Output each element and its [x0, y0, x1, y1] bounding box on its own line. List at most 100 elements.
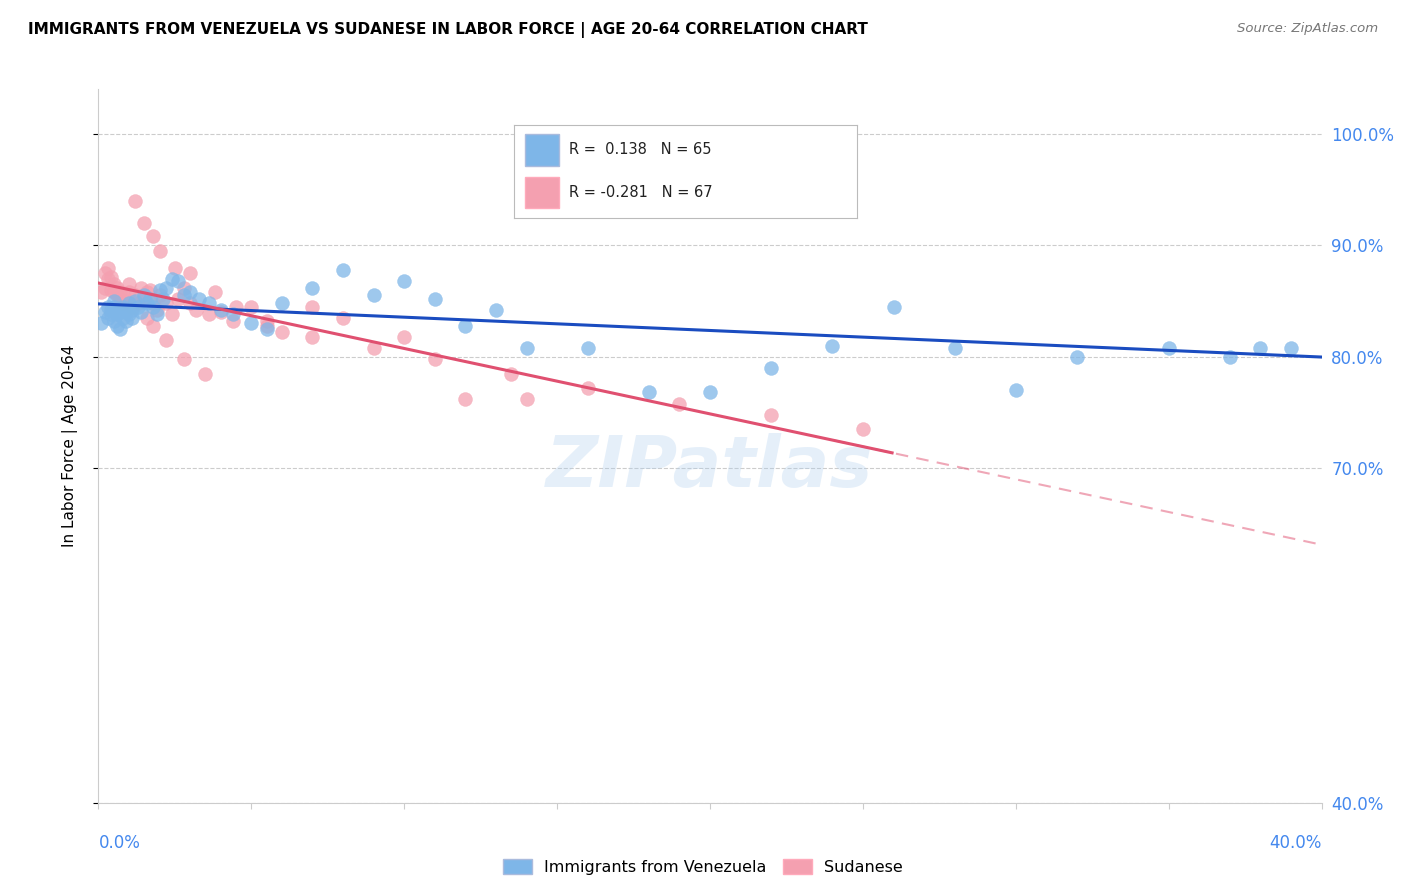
Point	[105, 281, 128, 295]
Point	[392, 330, 416, 344]
Point	[423, 351, 446, 366]
Point	[103, 300, 125, 314]
Point	[155, 281, 177, 295]
Point	[111, 296, 134, 310]
Point	[240, 300, 263, 314]
Point	[301, 300, 323, 314]
Point	[90, 317, 112, 331]
Point	[149, 244, 172, 258]
Point	[97, 310, 120, 325]
Point	[121, 310, 143, 325]
Point	[142, 300, 165, 314]
Point	[139, 283, 162, 297]
Point	[129, 281, 152, 295]
Point	[454, 318, 477, 333]
Point	[188, 292, 211, 306]
Point	[97, 260, 120, 275]
Point	[93, 305, 115, 319]
Point	[97, 300, 120, 314]
Point	[167, 274, 190, 288]
Point	[209, 303, 232, 318]
Point	[127, 300, 149, 314]
Point	[197, 296, 219, 310]
Point	[111, 300, 134, 314]
Point	[124, 293, 146, 308]
Point	[240, 317, 263, 331]
Point	[100, 307, 122, 322]
Point	[883, 300, 905, 314]
Point	[821, 338, 844, 352]
Point	[167, 292, 190, 306]
Point	[115, 293, 138, 308]
Point	[115, 305, 138, 319]
Point	[105, 318, 128, 333]
Point	[163, 260, 186, 275]
Point	[103, 285, 125, 300]
Point	[699, 162, 721, 177]
Point	[149, 283, 172, 297]
Point	[576, 381, 599, 395]
Point	[454, 392, 477, 407]
Point	[105, 307, 128, 322]
Point	[93, 281, 115, 295]
Point	[124, 194, 146, 208]
Text: 0.0%: 0.0%	[98, 834, 141, 852]
Point	[108, 305, 131, 319]
Point	[111, 310, 134, 325]
Point	[363, 341, 385, 355]
Point	[149, 288, 172, 302]
Point	[121, 300, 143, 314]
Point	[256, 318, 278, 333]
Point	[111, 288, 134, 302]
Point	[103, 314, 125, 328]
Point	[179, 266, 201, 280]
Point	[501, 367, 523, 381]
Point	[103, 293, 125, 308]
Point	[136, 285, 159, 300]
Point	[173, 281, 195, 295]
Point	[222, 314, 245, 328]
Point	[118, 296, 141, 310]
Point	[332, 310, 354, 325]
Point	[155, 296, 177, 310]
Point	[759, 408, 782, 422]
Point	[100, 283, 122, 297]
Point	[1157, 341, 1180, 355]
Point	[108, 285, 131, 300]
Point	[363, 288, 385, 302]
Point	[516, 392, 538, 407]
Point	[1004, 384, 1026, 398]
Text: 40.0%: 40.0%	[1270, 834, 1322, 852]
Point	[256, 314, 278, 328]
Point	[332, 262, 354, 277]
Point	[1219, 350, 1241, 364]
Point	[155, 333, 177, 347]
Point	[392, 274, 416, 288]
Point	[100, 303, 122, 318]
Point	[142, 229, 165, 244]
Point	[93, 266, 115, 280]
Point	[1279, 341, 1302, 355]
Point	[194, 367, 217, 381]
Y-axis label: In Labor Force | Age 20-64: In Labor Force | Age 20-64	[62, 345, 77, 547]
Point	[197, 307, 219, 322]
Point	[270, 325, 292, 339]
Point	[142, 296, 165, 310]
Point	[852, 422, 875, 436]
Point	[118, 285, 141, 300]
Point	[173, 351, 195, 366]
Point	[108, 322, 131, 336]
Point	[485, 303, 508, 318]
Point	[270, 296, 292, 310]
Point	[108, 292, 131, 306]
Point	[105, 288, 128, 302]
Point	[90, 285, 112, 300]
Point	[134, 216, 156, 230]
Point	[225, 300, 247, 314]
Point	[136, 310, 159, 325]
Point	[576, 341, 599, 355]
Point	[100, 269, 122, 284]
Point	[699, 385, 721, 400]
Point	[127, 296, 149, 310]
Point	[759, 361, 782, 376]
